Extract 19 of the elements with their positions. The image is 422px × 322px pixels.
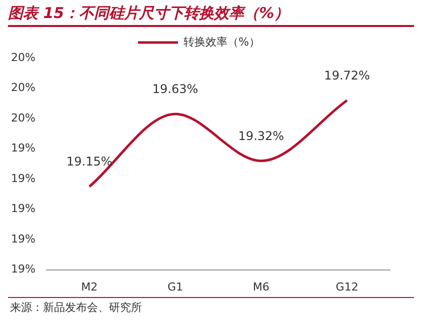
y-tick-label: 20% <box>10 50 36 64</box>
source-note: 来源：新品发布会、研究所 <box>9 300 143 316</box>
y-tick-label: 19% <box>10 142 36 155</box>
text: 19.32% <box>238 129 284 143</box>
x-tick-label: G12 <box>336 280 358 294</box>
chart-title: 图表 15：不同硅片尺寸下转换效率（%） <box>7 3 290 24</box>
text: 19.63% <box>152 82 198 96</box>
y-tick-label: 20% <box>10 81 36 94</box>
x-tick-label: M6 <box>252 280 270 294</box>
y-tick-label: 19% <box>10 262 36 276</box>
y-tick-label: 19% <box>10 202 36 216</box>
y-tick-label: 19% <box>10 232 36 246</box>
text: 19.72% <box>324 68 370 82</box>
text: 19.15% <box>66 154 112 169</box>
x-tick-label: M2 <box>81 280 98 294</box>
y-tick-label: 20% <box>10 111 36 124</box>
legend-label: 转换效率（%） <box>184 35 260 48</box>
x-tick-label: G1 <box>168 280 184 294</box>
y-tick-label: 19% <box>10 172 36 185</box>
